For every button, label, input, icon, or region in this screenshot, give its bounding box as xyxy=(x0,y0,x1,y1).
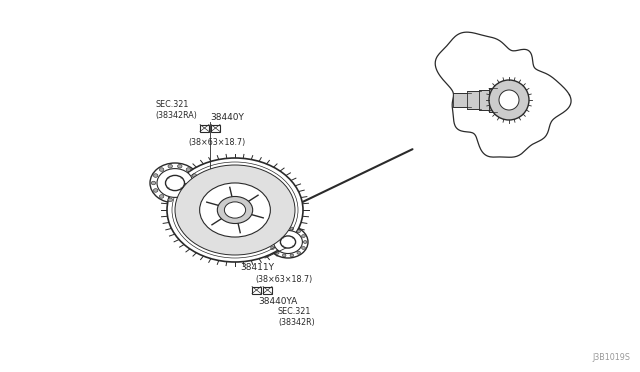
Ellipse shape xyxy=(275,251,279,254)
Bar xyxy=(211,125,220,131)
Ellipse shape xyxy=(150,163,200,203)
Text: SEC.321
(38342RA): SEC.321 (38342RA) xyxy=(155,100,197,120)
Ellipse shape xyxy=(192,189,196,192)
Ellipse shape xyxy=(280,236,296,248)
Text: (38×63×18.7): (38×63×18.7) xyxy=(255,275,312,284)
FancyBboxPatch shape xyxy=(489,88,497,112)
Ellipse shape xyxy=(269,241,273,243)
Polygon shape xyxy=(435,32,571,157)
Ellipse shape xyxy=(282,254,286,257)
Ellipse shape xyxy=(297,230,301,232)
Text: SEC.321
(38342R): SEC.321 (38342R) xyxy=(278,307,315,327)
Ellipse shape xyxy=(177,164,182,168)
Ellipse shape xyxy=(499,90,519,110)
Ellipse shape xyxy=(195,181,199,185)
Ellipse shape xyxy=(192,174,196,177)
Ellipse shape xyxy=(168,164,172,168)
Ellipse shape xyxy=(274,231,302,254)
Bar xyxy=(200,125,209,131)
Ellipse shape xyxy=(282,227,286,230)
FancyBboxPatch shape xyxy=(479,90,489,110)
Ellipse shape xyxy=(297,251,301,254)
Ellipse shape xyxy=(225,202,246,218)
Text: J3B1019S: J3B1019S xyxy=(592,353,630,362)
Text: (38×63×18.7): (38×63×18.7) xyxy=(188,138,245,147)
Ellipse shape xyxy=(290,227,294,230)
Ellipse shape xyxy=(157,169,193,198)
Ellipse shape xyxy=(218,196,253,224)
Ellipse shape xyxy=(168,198,172,202)
Ellipse shape xyxy=(303,241,307,243)
Ellipse shape xyxy=(290,254,294,257)
Ellipse shape xyxy=(301,235,305,237)
Ellipse shape xyxy=(275,230,279,232)
Ellipse shape xyxy=(489,80,529,120)
Ellipse shape xyxy=(175,165,295,255)
Ellipse shape xyxy=(301,247,305,249)
Ellipse shape xyxy=(159,195,164,198)
Ellipse shape xyxy=(186,168,191,171)
Ellipse shape xyxy=(154,189,158,192)
Bar xyxy=(263,286,272,294)
Ellipse shape xyxy=(167,158,303,262)
Ellipse shape xyxy=(154,174,158,177)
Ellipse shape xyxy=(268,226,308,258)
Ellipse shape xyxy=(186,195,191,198)
Ellipse shape xyxy=(177,198,182,202)
Ellipse shape xyxy=(271,235,275,237)
Text: 38440YA: 38440YA xyxy=(258,297,297,306)
Ellipse shape xyxy=(151,181,156,185)
Ellipse shape xyxy=(166,176,184,190)
Text: 38440Y: 38440Y xyxy=(210,113,244,122)
Ellipse shape xyxy=(159,168,164,171)
Bar xyxy=(252,286,261,294)
FancyBboxPatch shape xyxy=(467,91,481,109)
Text: 38411Y: 38411Y xyxy=(240,263,274,272)
Ellipse shape xyxy=(271,247,275,249)
Ellipse shape xyxy=(200,183,270,237)
FancyBboxPatch shape xyxy=(453,93,471,107)
